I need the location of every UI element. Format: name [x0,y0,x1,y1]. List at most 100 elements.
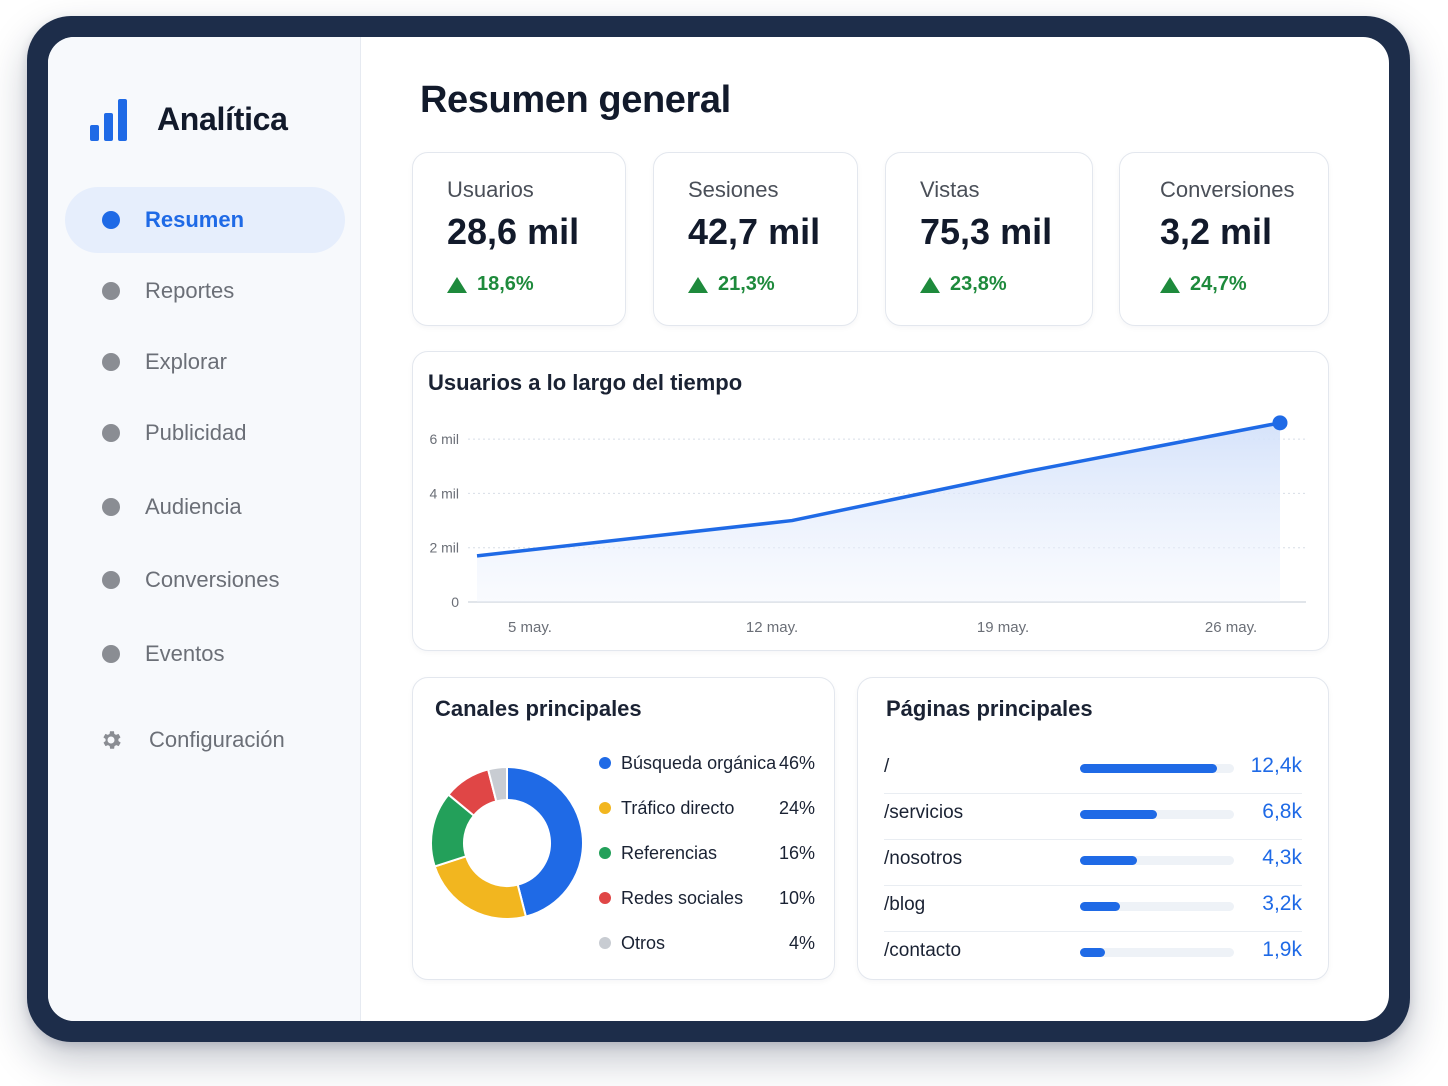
kpi-card-usuarios[interactable]: Usuarios 28,6 mil 18,6% [412,152,626,326]
channels-donut-chart[interactable] [428,760,588,930]
kpi-value: 42,7 mil [688,211,821,252]
app-window: Analítica Resumen Reportes Explorar Publ… [48,37,1389,1021]
page-bar-track [1080,856,1234,865]
donut-slice-5[interactable] [486,765,508,803]
series-line[interactable] [476,421,1281,558]
page-title: Resumen general [420,79,731,121]
brand[interactable]: Analítica [90,97,288,141]
sidebar: Analítica Resumen Reportes Explorar Publ… [48,37,361,1021]
legend-dot-blue [599,757,611,769]
legend-item: Referencias 16% [599,841,815,865]
page-bar-fill [1080,902,1121,911]
y-tick-label: 6 mil [429,431,459,447]
legend-dot-red [599,892,611,904]
sidebar-item-label: Resumen [145,207,245,232]
page-path: /contacto [884,940,962,961]
legend-label: Redes sociales [621,887,744,908]
legend-pct: 10% [778,887,815,908]
page-row[interactable]: /nosotros 4,3k [884,840,1302,886]
page-bar-track [1080,948,1234,957]
channels-title: Canales principales [435,696,642,721]
page-row[interactable]: /blog 3,2k [884,886,1302,932]
page-path: /nosotros [884,848,963,869]
page-value: 1,9k [1262,938,1302,961]
kpi-delta: 23,8% [920,273,1007,296]
page-value: 12,4k [1250,754,1302,777]
y-tick-label: 2 mil [429,540,459,556]
legend-pct: 46% [778,752,815,773]
page-value: 6,8k [1262,800,1302,823]
legend-item: Redes sociales 10% [599,886,815,910]
dot-icon [102,645,120,663]
kpi-value: 75,3 mil [920,211,1053,252]
page-row[interactable]: /servicios 6,8k [884,794,1302,840]
trend-up-icon [447,276,467,293]
page-path: / [884,756,890,777]
sidebar-item-publicidad[interactable]: Publicidad [65,400,345,466]
x-tick-label: 12 may. [746,619,798,636]
kpi-label: Conversiones [1160,177,1295,202]
legend-pct: 16% [778,842,815,863]
legend-item: Búsqueda orgánica 46% [599,751,815,775]
page-row[interactable]: / 12,4k [884,748,1302,794]
sidebar-item-label: Audiencia [145,494,242,519]
donut-slice-2[interactable] [433,855,528,920]
trend-up-icon [1160,276,1180,293]
page-bar-track [1080,902,1234,911]
chart-title: Usuarios a lo largo del tiempo [428,370,743,395]
pages-card: Páginas principales / 12,4k /servicios 6… [857,677,1329,980]
page-row[interactable]: /contacto 1,9k [884,932,1302,978]
page-bar-fill [1080,856,1137,865]
kpi-label: Usuarios [447,177,534,202]
legend-dot-gray [599,937,611,949]
legend-dot-green [599,847,611,859]
dot-icon [102,211,120,229]
kpi-card-conversiones[interactable]: Conversiones 3,2 mil 24,7% [1119,152,1329,326]
page-bar-fill [1080,948,1105,957]
sidebar-item-label: Configuración [149,727,285,752]
x-tick-label: 19 may. [977,619,1029,636]
kpi-card-sesiones[interactable]: Sesiones 42,7 mil 21,3% [653,152,858,326]
kpi-delta-value: 21,3% [718,273,775,295]
sidebar-item-label: Conversiones [145,567,280,592]
page-bar-fill [1080,764,1218,773]
users-chart-card: Usuarios a lo largo del tiempo 0 2 mil 4 m… [412,351,1329,651]
dot-icon [102,282,120,300]
legend-dot-yellow [599,802,611,814]
sidebar-item-reportes[interactable]: Reportes [65,258,345,324]
sidebar-item-configuracion[interactable]: Configuración [65,707,345,773]
data-point[interactable] [1272,415,1288,431]
legend-pct: 4% [788,932,815,953]
dot-icon [102,353,120,371]
page-value: 4,3k [1262,846,1302,869]
sidebar-item-resumen[interactable]: Resumen [65,187,345,253]
pages-title: Páginas principales [886,696,1093,721]
kpi-delta-value: 23,8% [950,273,1007,295]
kpi-delta: 21,3% [688,273,775,296]
page-bar-track [1080,764,1234,773]
kpi-label: Sesiones [688,177,779,202]
sidebar-item-conversiones[interactable]: Conversiones [65,547,345,613]
kpi-card-vistas[interactable]: Vistas 75,3 mil 23,8% [885,152,1093,326]
sidebar-item-eventos[interactable]: Eventos [65,621,345,687]
app-title: Analítica [157,100,288,137]
legend-pct: 24% [778,797,815,818]
page-bar-track [1080,810,1234,819]
page-value: 3,2k [1262,892,1302,915]
legend-label: Referencias [621,842,718,863]
kpi-delta-value: 18,6% [477,273,534,295]
legend-item: Tráfico directo 24% [599,796,815,820]
dot-icon [102,498,120,516]
x-tick-label: 5 may. [508,619,552,636]
donut-slice-1[interactable] [506,765,584,918]
kpi-delta-value: 24,7% [1190,273,1247,295]
sidebar-item-audiencia[interactable]: Audiencia [65,474,345,540]
sidebar-item-label: Explorar [145,349,227,374]
trend-up-icon [920,276,940,293]
legend-item: Otros 4% [599,931,815,955]
users-line-chart[interactable]: 0 2 mil 4 mil 6 mil 5 may. 12 may. 19 may. 26 m… [413,352,1327,650]
page-bar-fill [1080,810,1157,819]
bar-chart-logo-icon [90,97,130,141]
x-tick-label: 26 may. [1205,619,1257,636]
sidebar-item-explorar[interactable]: Explorar [65,329,345,395]
